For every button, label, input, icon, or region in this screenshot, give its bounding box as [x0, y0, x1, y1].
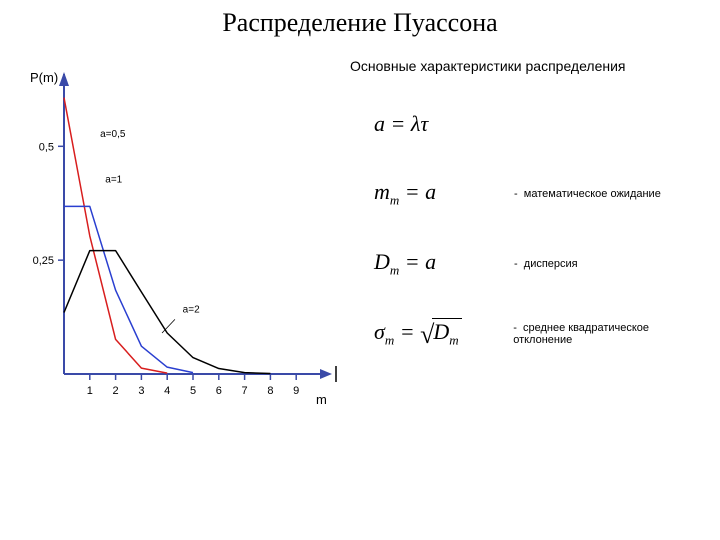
formula-mm-sub: m	[390, 193, 399, 208]
info-column: Основные характеристики распределения a …	[340, 58, 710, 418]
formula-sigma-desc-text: среднее квадратическое отклонение	[513, 322, 649, 346]
svg-text:1: 1	[87, 385, 93, 397]
equals-sign: =	[391, 111, 411, 136]
svg-text:6: 6	[216, 385, 222, 397]
info-heading: Основные характеристики распределения	[350, 58, 710, 74]
formula-sigma-desc: ‑ среднее квадратическое отклонение	[513, 322, 710, 346]
formula-dm-sub: m	[390, 263, 399, 278]
svg-text:0,5: 0,5	[39, 141, 54, 153]
svg-text:a=0,5: a=0,5	[100, 129, 126, 140]
formula-dm: Dm = a ‑ дисперсия	[350, 244, 710, 284]
formula-sigma-sqrt-sub: m	[449, 332, 458, 347]
equals-sign: =	[405, 179, 425, 204]
formula-mm: mm = a ‑ математическое ожидание	[350, 174, 710, 214]
formula-sigma-sub: m	[385, 332, 394, 347]
sqrt-wrap: √Dm	[420, 318, 462, 350]
svg-text:a=1: a=1	[105, 175, 122, 186]
page-title: Распределение Пуассона	[0, 0, 720, 38]
svg-text:9: 9	[293, 385, 299, 397]
svg-text:4: 4	[164, 385, 170, 397]
formula-dm-expr: Dm = a	[350, 249, 514, 278]
formula-sigma-lhs: σ	[374, 319, 385, 344]
formula-dm-desc: ‑ дисперсия	[514, 258, 578, 270]
formula-a-expr: a = λτ	[350, 111, 514, 137]
formula-sigma: σm = √Dm ‑ среднее квадратическое отклон…	[350, 314, 710, 354]
svg-text:P(m): P(m)	[30, 70, 58, 85]
content-row: P(m) m 1 2 3 4 5 6 7 8 9 0,25 0,5 a=0,5 a=1 a=2 Основны…	[0, 38, 720, 418]
svg-text:2: 2	[113, 385, 119, 397]
formula-mm-rhs: a	[425, 179, 436, 204]
svg-text:8: 8	[267, 385, 273, 397]
svg-text:5: 5	[190, 385, 196, 397]
svg-text:0,25: 0,25	[33, 255, 54, 267]
formula-mm-desc: ‑ математическое ожидание	[514, 188, 661, 200]
formula-mm-desc-text: математическое ожидание	[524, 188, 661, 200]
poisson-chart: P(m) m 1 2 3 4 5 6 7 8 9 0,25 0,5 a=0,5 a=1 a=2	[10, 58, 340, 418]
chart-column: P(m) m 1 2 3 4 5 6 7 8 9 0,25 0,5 a=0,5 a=1 a=2	[10, 58, 340, 418]
formula-a-rhs: λτ	[411, 111, 428, 136]
svg-text:3: 3	[138, 385, 144, 397]
equals-sign: =	[405, 249, 425, 274]
svg-text:a=2: a=2	[183, 305, 200, 316]
formula-dm-lhs: D	[374, 249, 390, 274]
formula-mm-expr: mm = a	[350, 179, 514, 208]
formula-dm-desc-text: дисперсия	[524, 258, 578, 270]
equals-sign: =	[400, 319, 420, 344]
svg-text:7: 7	[242, 385, 248, 397]
formula-dm-rhs: a	[425, 249, 436, 274]
sqrt-inner: Dm	[432, 318, 461, 348]
svg-text:m: m	[316, 392, 327, 407]
formula-sigma-expr: σm = √Dm	[350, 318, 513, 350]
formula-a-lhs: a	[374, 111, 385, 136]
formula-a: a = λτ	[350, 104, 710, 144]
formula-sigma-sqrt-var: D	[433, 319, 449, 344]
formula-mm-lhs: m	[374, 179, 390, 204]
